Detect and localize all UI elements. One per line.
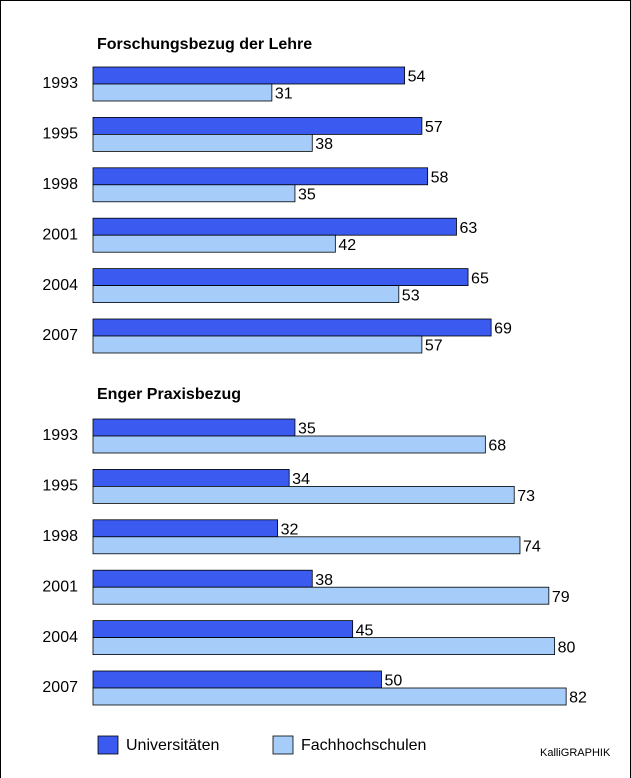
bar — [92, 335, 423, 354]
value-label: 68 — [488, 438, 506, 455]
value-label: 45 — [356, 622, 374, 639]
y-tick-label: 1995 — [42, 126, 78, 143]
value-label: 42 — [338, 237, 356, 254]
bar — [92, 485, 515, 504]
y-tick-label: 2007 — [42, 679, 78, 696]
y-tick-label: 1993 — [42, 75, 78, 92]
y-tick-label: 1995 — [42, 478, 78, 495]
value-label: 73 — [517, 488, 535, 505]
value-label: 63 — [460, 220, 478, 237]
value-label: 31 — [275, 86, 293, 103]
value-label: 53 — [402, 287, 420, 304]
value-label: 54 — [408, 69, 426, 86]
chart-title: Forschungsbezug der Lehre — [97, 36, 312, 53]
y-tick-label: 1993 — [42, 427, 78, 444]
value-label: 82 — [569, 690, 587, 707]
value-label: 74 — [523, 539, 541, 556]
bar — [92, 184, 296, 203]
bar — [92, 435, 486, 454]
bar — [92, 536, 521, 555]
bar — [92, 670, 382, 689]
bar — [92, 569, 313, 588]
y-tick-label: 2004 — [42, 629, 78, 646]
value-label: 65 — [471, 270, 489, 287]
bar — [92, 268, 469, 287]
legend-label: Universitäten — [126, 737, 219, 754]
value-label: 69 — [494, 321, 512, 338]
bar — [92, 167, 429, 186]
y-tick-label: 2004 — [42, 277, 78, 294]
value-label: 38 — [315, 136, 333, 153]
bar — [92, 468, 290, 487]
value-label: 38 — [315, 572, 333, 589]
bar — [92, 83, 273, 102]
bar — [92, 519, 279, 538]
bar — [92, 418, 296, 437]
bar — [92, 687, 567, 706]
chart-title: Enger Praxisbezug — [97, 386, 241, 403]
bar — [92, 217, 457, 236]
bar — [92, 133, 313, 152]
y-tick-label: 2007 — [42, 327, 78, 344]
legend-swatch — [272, 735, 294, 755]
value-label: 50 — [385, 673, 403, 690]
legend-label: Fachhochschulen — [301, 737, 426, 754]
bar — [92, 117, 423, 135]
value-label: 34 — [292, 471, 310, 488]
bar — [92, 586, 550, 605]
value-label: 35 — [298, 421, 316, 438]
y-tick-label: 2001 — [42, 226, 78, 243]
bar — [92, 285, 400, 304]
bar — [92, 637, 556, 655]
bar — [92, 66, 405, 85]
credit: KalliGRAPHIK — [540, 747, 611, 759]
y-tick-label: 1998 — [42, 176, 78, 193]
value-label: 58 — [431, 170, 449, 187]
y-tick-label: 1998 — [42, 528, 78, 545]
legend-swatch — [97, 735, 119, 755]
value-label: 80 — [558, 639, 576, 656]
value-label: 79 — [552, 589, 570, 606]
bar — [92, 234, 336, 253]
bar — [92, 620, 354, 638]
bar — [92, 318, 492, 337]
y-tick-label: 2001 — [42, 578, 78, 595]
value-label: 35 — [298, 187, 316, 204]
value-label: 57 — [425, 119, 443, 136]
value-label: 57 — [425, 338, 443, 355]
value-label: 32 — [281, 522, 299, 539]
